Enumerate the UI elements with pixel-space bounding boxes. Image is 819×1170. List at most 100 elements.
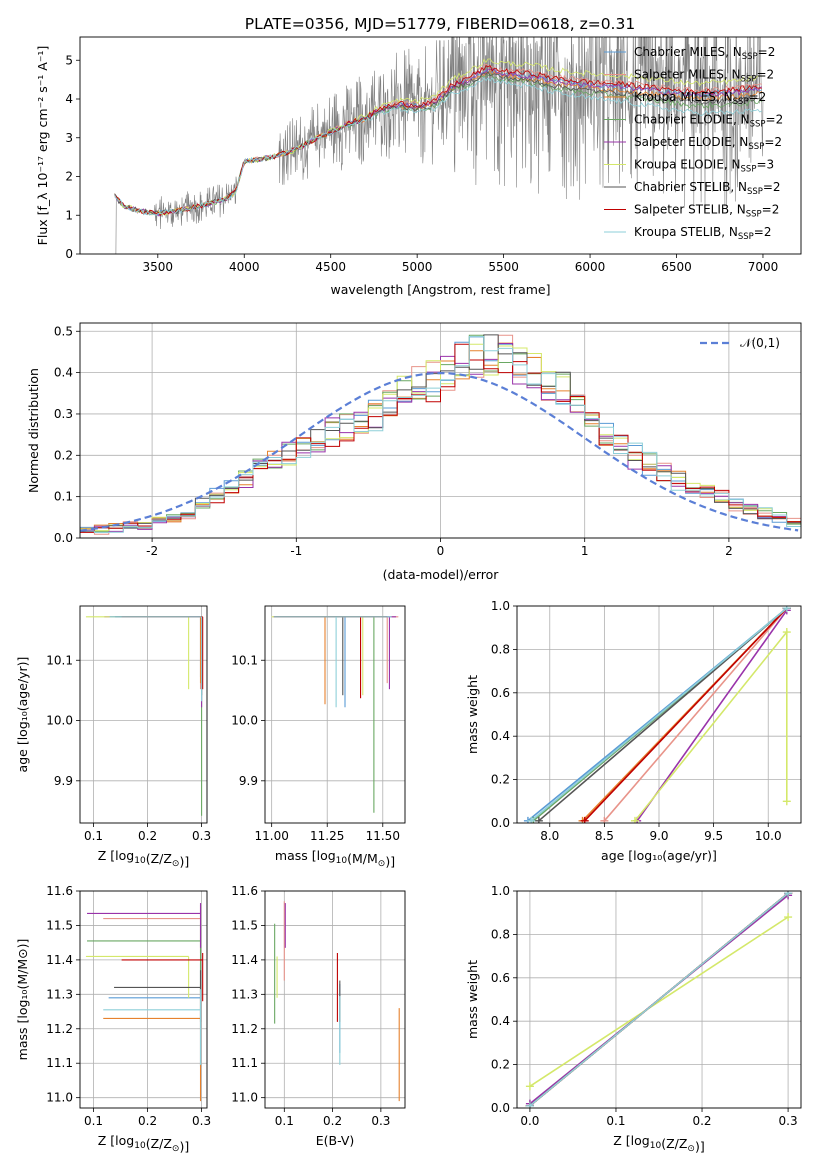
y-tick-label: 10.1 [231, 653, 258, 667]
x-tick-label: 8.5 [595, 829, 614, 843]
plot-area [114, 37, 764, 254]
legend-label-part: Salpeter ELODIE, N [634, 135, 748, 149]
x-tick-label: 11.50 [366, 829, 400, 843]
legend-label-part: Salpeter STELIB, N [634, 203, 746, 217]
x-axis-label: E(B-V) [316, 1133, 355, 1148]
y-tick-label: 1.0 [491, 599, 510, 613]
label-part: )] [385, 854, 395, 869]
plot-area [525, 891, 793, 1108]
x-tick-label: 4500 [315, 260, 346, 274]
mass-weight-line [634, 629, 788, 822]
x-tick-label: 0.3 [192, 1114, 211, 1128]
y-tick-label: 2 [65, 170, 73, 184]
y-tick-label: 0.6 [491, 686, 510, 700]
y-tick-label: 11.4 [46, 953, 73, 967]
x-tick-label: 0 [437, 544, 445, 558]
mass-weight-vs-age-panel: 8.0 8.5 9.0 9.5 10.0 0.0 0.2 0.4 0.6 0.8 1.0 age [l… [465, 599, 802, 863]
y-tick-label: 0.4 [54, 366, 73, 380]
legend-label-part: Salpeter MILES, N [634, 68, 741, 82]
legend-label: Chabrier STELIB, NSSP=2 [634, 180, 781, 197]
y-tick-label: 0 [65, 247, 73, 261]
legend-label-part: SSP [747, 187, 763, 197]
y-tick-label: 10.0 [231, 714, 258, 728]
axes-frame [79, 605, 208, 824]
x-tick-label: 0.2 [138, 829, 157, 843]
x-tick-label: 0.1 [606, 1114, 625, 1128]
label-part: 10 [336, 856, 348, 866]
x-tick-label: 9.0 [649, 829, 668, 843]
legend-label-part: SSP [738, 232, 754, 242]
x-tick-label: 8.0 [540, 829, 559, 843]
x-tick-label: 4000 [229, 260, 260, 274]
x-tick-label: 6500 [661, 260, 692, 274]
y-tick-label: 11.1 [231, 1056, 258, 1070]
x-tick-label: 9.5 [704, 829, 723, 843]
label-part: (Z/Z [146, 1136, 172, 1151]
label-part: (Z/Z [661, 1136, 687, 1151]
label-part: (M/M [347, 851, 378, 866]
age-vs-metallicity-panel: 0.1 0.2 0.3 9.9 10.0 10.1 Z [log10(Z/Z⊙)] age [… [15, 605, 211, 869]
y-axis-label: mass weight [465, 960, 480, 1039]
x-tick-label: 0.3 [192, 829, 211, 843]
mass-weight-vs-metallicity-panel: 0.0 0.1 0.2 0.3 0.0 0.2 0.4 0.6 0.8 1.0 Z [log10(Z… [465, 884, 802, 1154]
y-tick-label: 10.0 [46, 714, 73, 728]
axes-frame [79, 322, 802, 539]
legend-label: Salpeter STELIB, NSSP=2 [634, 203, 779, 220]
plot-area [271, 616, 399, 813]
x-tick-label: -1 [290, 544, 302, 558]
label-part: ⊙ [378, 859, 386, 869]
y-tick-label: 0.2 [491, 773, 510, 787]
axes-frame [516, 605, 802, 824]
y-tick-label: 11.5 [231, 918, 258, 932]
legend-label-part: Kroupa MILES, N [634, 90, 733, 104]
x-tick-label: 3500 [143, 260, 174, 274]
y-axis-label: age [log₁₀(age/yr)] [15, 657, 30, 773]
normal-curve [80, 372, 799, 532]
legend-label-part: =2 [754, 225, 772, 239]
x-axis-label: wavelength [Angstrom, rest frame] [330, 282, 550, 297]
x-tick-label: 0.2 [323, 1114, 342, 1128]
mass-vs-metallicity-panel: 0.1 0.2 0.3 11.0 11.1 11.2 11.3 11.4 11.5 11.6 Z [… [15, 884, 211, 1154]
legend-label-part: =2 [763, 180, 781, 194]
legend-label-part: Chabrier MILES, N [634, 45, 742, 59]
legend-label-part: =2 [756, 68, 774, 82]
y-tick-label: 0.6 [491, 971, 510, 985]
mass-weight-marker [782, 797, 791, 806]
model-spectrum-line [114, 76, 763, 216]
axes-frame [516, 890, 802, 1109]
y-tick-label: 1 [65, 208, 73, 222]
legend-label-part: SSP [750, 120, 766, 130]
x-tick-label: 0.3 [371, 1114, 390, 1128]
mass-weight-marker [525, 1101, 534, 1108]
y-tick-label: 5 [65, 53, 73, 67]
legend-label-part: SSP [741, 165, 757, 175]
label-part: (Z/Z [146, 851, 172, 866]
mass-weight-marker [630, 816, 639, 823]
y-axis-label: Flux [f_λ 10⁻¹⁷ erg cm⁻² s⁻¹ A⁻¹] [35, 46, 50, 246]
mass-weight-marker [782, 628, 791, 637]
y-tick-label: 11.0 [46, 1091, 73, 1105]
legend-label: Chabrier ELODIE, NSSP=2 [634, 113, 783, 130]
y-axis-label: mass [log₁₀(M/M⊙)] [15, 939, 30, 1061]
model-spectrum-line [114, 64, 762, 216]
mass-weight-marker [534, 816, 543, 823]
mass-weight-marker [782, 606, 791, 613]
label-part: Z [log [98, 1133, 134, 1148]
label-part: )] [695, 1139, 705, 1154]
spectrum-panel: 3500 4000 4500 5000 5500 6000 6500 7000 0 1 2 3 4 5 wa… [35, 36, 802, 297]
x-tick-label: 11.25 [310, 829, 344, 843]
y-tick-label: 0.2 [54, 448, 73, 462]
x-tick-label: 0.1 [84, 829, 103, 843]
label-part: ⊙ [172, 859, 180, 869]
x-tick-label: 0.3 [779, 1114, 798, 1128]
y-tick-label: 11.0 [231, 1091, 258, 1105]
plot-area [85, 616, 204, 816]
legend-label-part: =2 [764, 135, 782, 149]
y-tick-label: 3 [65, 131, 73, 145]
label-part: )] [179, 1139, 189, 1154]
y-tick-label: 11.2 [231, 1022, 258, 1036]
x-tick-label: 0.1 [84, 1114, 103, 1128]
axes-frame [264, 890, 406, 1109]
legend-label-part: =2 [766, 113, 784, 127]
mass-weight-marker [525, 1082, 534, 1091]
